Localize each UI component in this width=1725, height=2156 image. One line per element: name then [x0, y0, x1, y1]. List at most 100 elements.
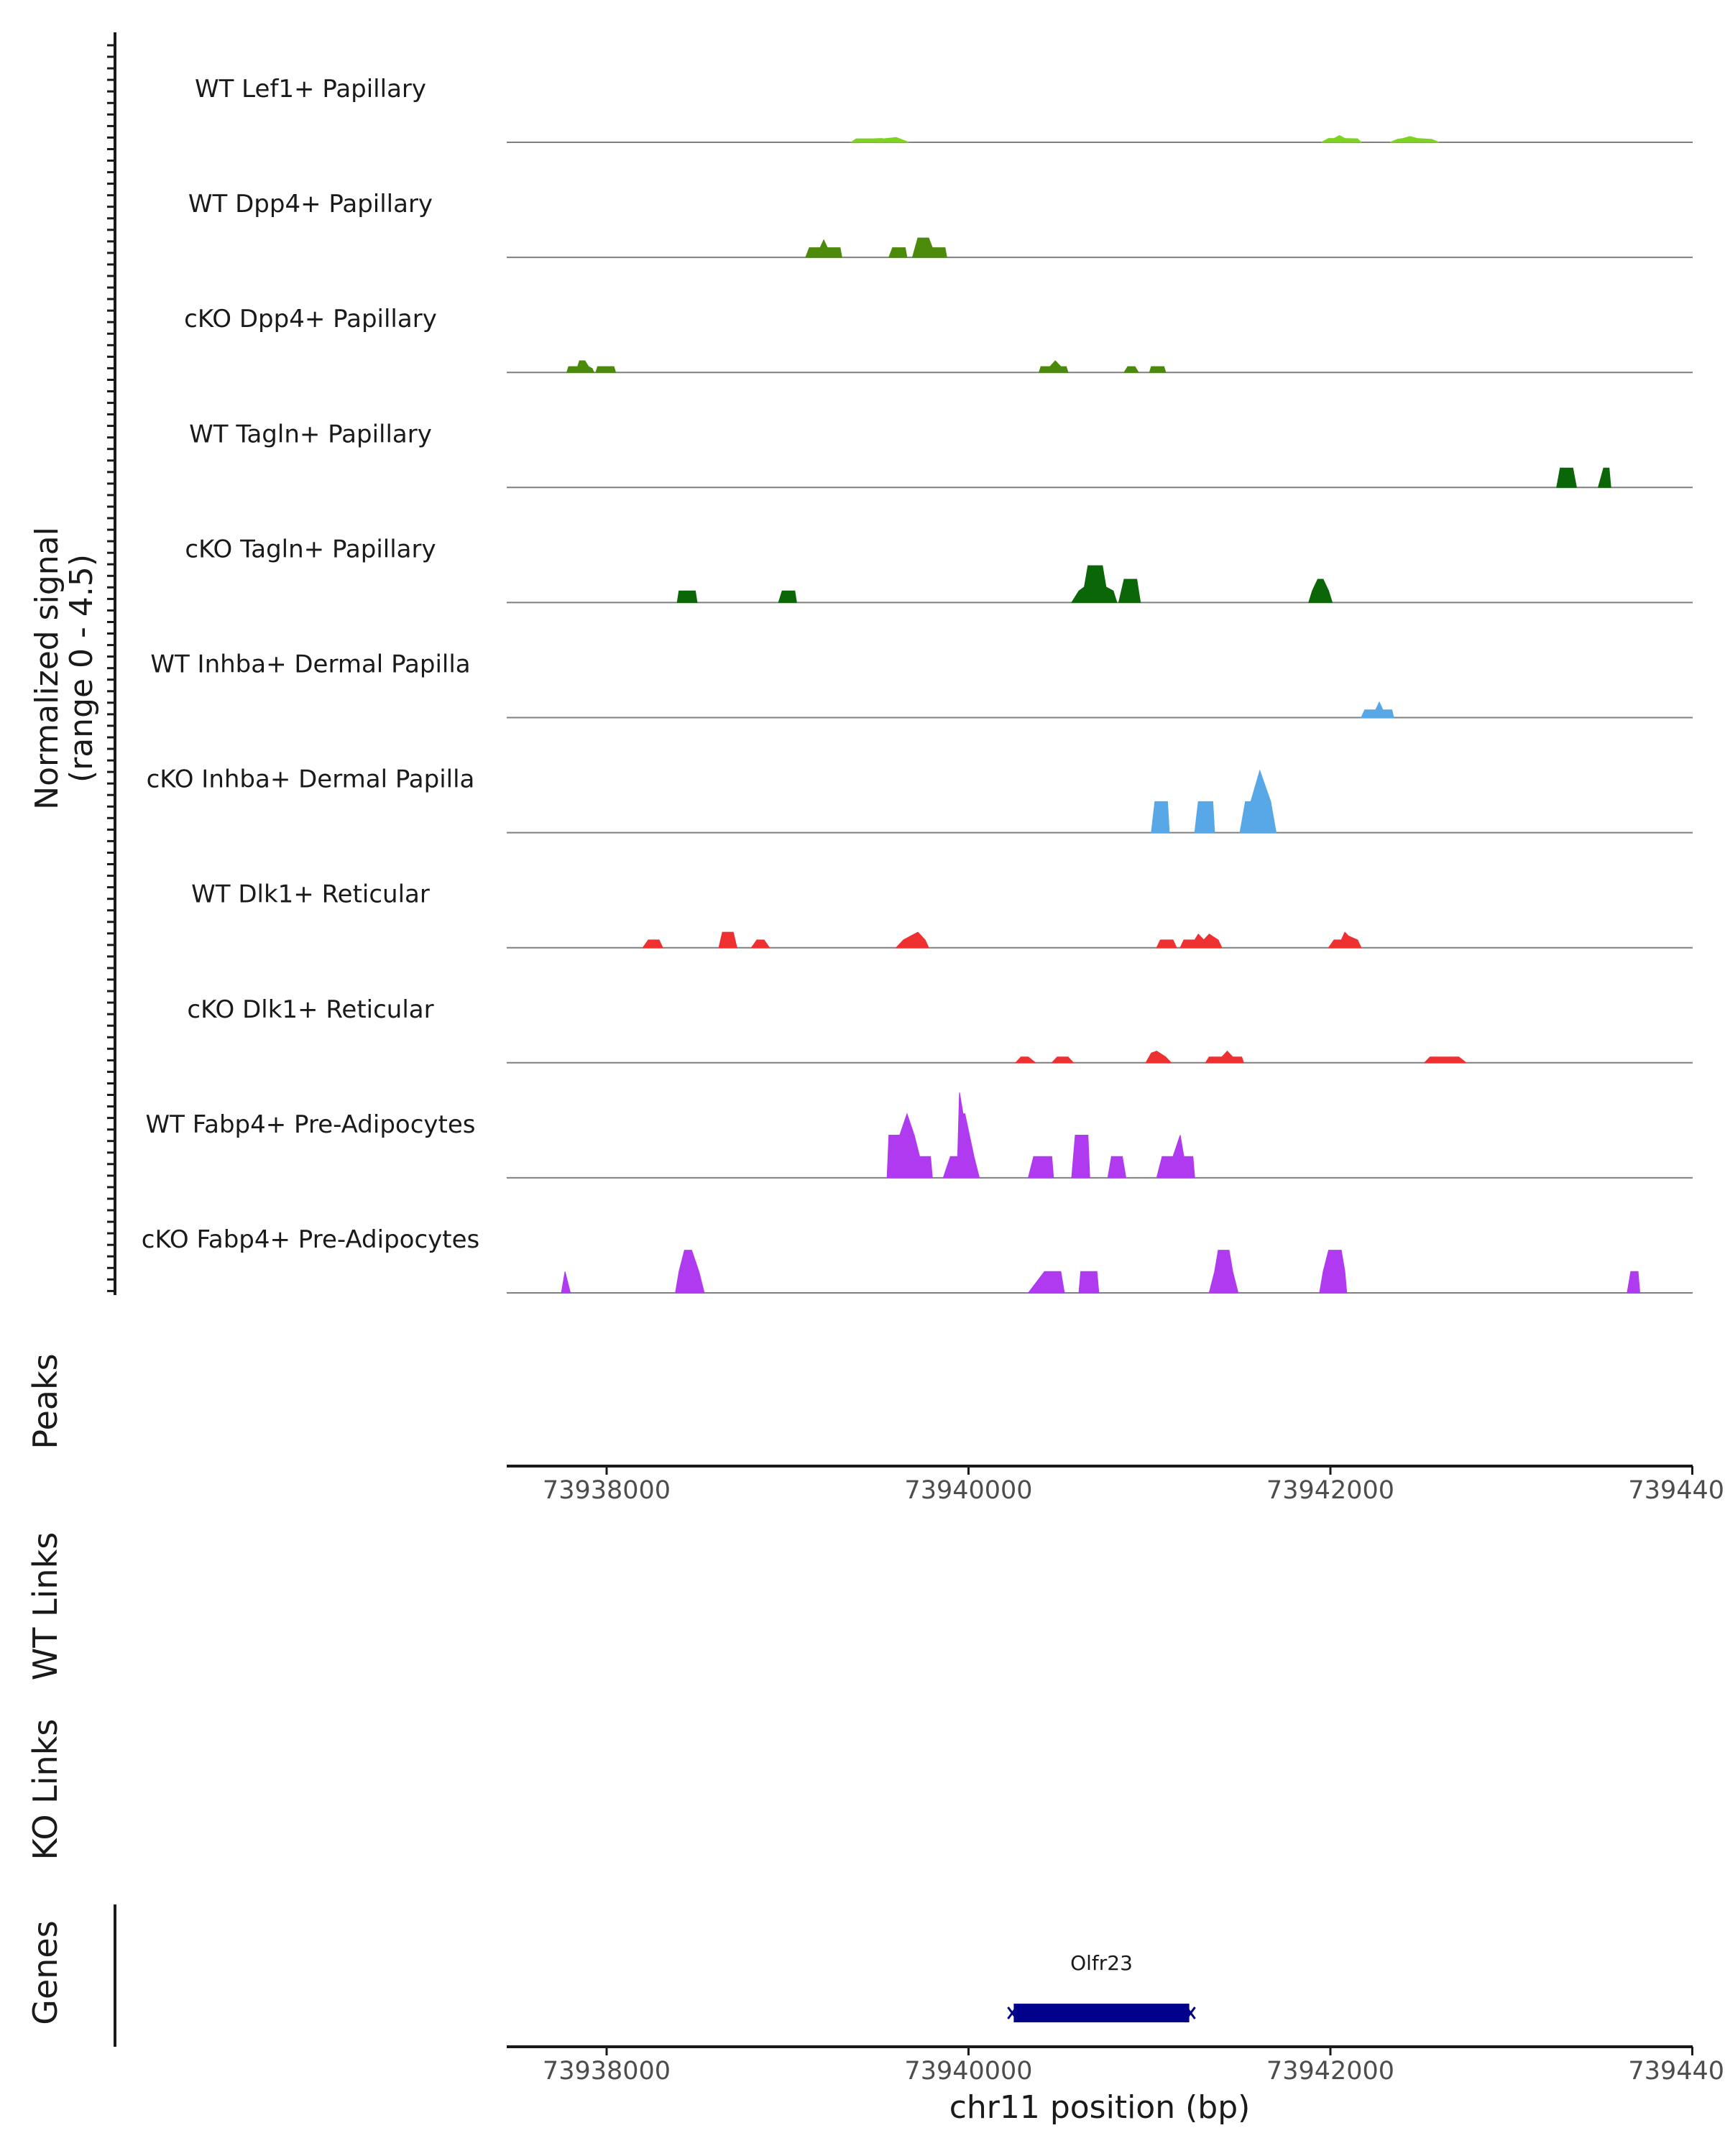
coverage-peak — [1627, 1271, 1641, 1294]
x-axis-tick-label: 73944000 — [1628, 2057, 1725, 2086]
coverage-peak — [1118, 579, 1141, 603]
track-label: cKO Fabp4+ Pre-Adipocytes — [142, 1225, 480, 1254]
x-axis-tick-label: 73942000 — [1266, 1476, 1394, 1505]
track-label: cKO Dlk1+ Reticular — [187, 995, 433, 1024]
peaks-x-axis-ticks: 73938000 73940000 73942000 73944000 — [543, 1466, 1725, 1505]
signal-y-axis-title: Normalized signal — [29, 527, 65, 810]
gene-end-marker — [1185, 2007, 1196, 2019]
coverage-track: WT Lef1+ Papillary — [195, 75, 1693, 143]
coverage-track: WT Dpp4+ Papillary — [188, 190, 1693, 259]
coverage-peak — [1328, 931, 1362, 949]
coverage-peak — [1014, 1056, 1037, 1064]
coverage-peak — [1239, 769, 1277, 834]
x-axis-tick-label: 73938000 — [543, 1476, 671, 1505]
coverage-peak — [1205, 1050, 1244, 1064]
coverage-track: WT Tagln+ Papillary — [189, 420, 1693, 489]
coverage-peak — [1597, 467, 1611, 488]
wt-links-panel-title: WT Links — [26, 1532, 65, 1680]
coverage-track: WT Inhba+ Dermal Papilla — [150, 650, 1693, 719]
coverage-peak — [1423, 1056, 1468, 1064]
signal-y-axis-range: (range 0 - 4.5) — [63, 554, 100, 783]
genes-x-axis-ticks: 73938000 73940000 73942000 73944000 — [543, 2047, 1725, 2086]
track-label: WT Lef1+ Papillary — [195, 75, 426, 103]
coverage-peak — [1151, 801, 1170, 834]
wt-links-panel: WT Links — [26, 1532, 65, 1680]
track-label: cKO Dpp4+ Papillary — [184, 305, 437, 333]
track-label: WT Inhba+ Dermal Papilla — [150, 650, 470, 679]
coverage-peak — [1071, 1135, 1090, 1179]
coverage-peak — [1156, 1135, 1195, 1179]
signal-y-axis: Normalized signal (range 0 - 4.5) — [29, 32, 116, 1295]
track-label: WT Tagln+ Papillary — [189, 420, 432, 448]
coverage-tracks: WT Lef1+ Papillary WT Dpp4+ Papillary cKO … — [142, 75, 1693, 1294]
coverage-peak — [1051, 1056, 1075, 1064]
x-axis-tick-label: 73940000 — [904, 2057, 1032, 2086]
peaks-panel: Peaks 73938000 73940000 73942000 73944000 — [26, 1353, 1725, 1505]
gene: Olfr23 — [1007, 1951, 1196, 2022]
genes-panel: Genes Olfr23 73938000 73940000 73942000 739… — [26, 1904, 1725, 2126]
coverage-peak — [778, 590, 797, 603]
track-label: WT Dpp4+ Papillary — [188, 190, 433, 218]
coverage-peak — [895, 931, 929, 949]
gene-start-marker — [1007, 2007, 1018, 2019]
coverage-peak — [1319, 1250, 1348, 1294]
coverage-track: cKO Inhba+ Dermal Papilla — [147, 765, 1693, 834]
track-label: WT Fabp4+ Pre-Adipocytes — [146, 1110, 476, 1139]
coverage-peak — [561, 1271, 571, 1294]
gene-label: Olfr23 — [1070, 1951, 1133, 1975]
x-axis-title: chr11 position (bp) — [949, 2089, 1251, 2126]
coverage-peak — [1194, 801, 1215, 834]
ko-links-panel: KO Links — [26, 1719, 65, 1861]
coverage-peak — [1078, 1271, 1100, 1294]
coverage-peak — [1321, 135, 1363, 143]
coverage-peak — [1071, 565, 1118, 603]
coverage-peak — [1156, 939, 1177, 949]
signal-y-axis-ticks — [107, 44, 115, 1292]
coverage-peak — [911, 237, 947, 258]
coverage-peak — [1107, 1156, 1127, 1179]
x-axis-tick-label: 73944000 — [1628, 1476, 1725, 1505]
track-label: WT Dlk1+ Reticular — [191, 880, 430, 909]
coverage-peak — [1145, 1051, 1172, 1064]
coverage-peak — [595, 366, 617, 373]
x-axis-tick-label: 73940000 — [904, 1476, 1032, 1505]
gene-body — [1013, 2004, 1190, 2022]
x-axis-tick-label: 73942000 — [1266, 2057, 1394, 2086]
coverage-peak — [1149, 366, 1167, 373]
coverage-peak — [1208, 1250, 1239, 1294]
coverage-peak — [1389, 136, 1440, 143]
coverage-peak — [886, 1112, 933, 1179]
coverage-track: cKO Dpp4+ Papillary — [184, 305, 1693, 374]
coverage-peak — [942, 1092, 980, 1179]
coverage-peak — [888, 247, 908, 258]
coverage-track: cKO Dlk1+ Reticular — [187, 995, 1693, 1064]
coverage-peak — [566, 360, 595, 373]
coverage-peak — [675, 1250, 705, 1294]
coverage-peak — [1361, 701, 1394, 718]
coverage-track: WT Dlk1+ Reticular — [191, 880, 1693, 949]
coverage-peak — [1123, 366, 1139, 373]
coverage-peak — [850, 137, 909, 143]
coverage-track: cKO Tagln+ Papillary — [185, 535, 1693, 604]
coverage-peak — [642, 939, 663, 949]
x-axis-tick-label: 73938000 — [543, 2057, 671, 2086]
peaks-panel-title: Peaks — [26, 1353, 65, 1449]
coverage-peak — [1027, 1271, 1065, 1294]
coverage-peak — [1039, 360, 1069, 373]
coverage-track: cKO Fabp4+ Pre-Adipocytes — [142, 1225, 1693, 1294]
coverage-peak — [805, 239, 842, 258]
coverage-peak — [1556, 467, 1578, 488]
genes-panel-title: Genes — [26, 1920, 65, 2024]
coverage-peak — [750, 939, 770, 949]
gene-annotations: Olfr23 — [1007, 1951, 1196, 2022]
coverage-peak — [1179, 933, 1223, 949]
coverage-peak — [1027, 1156, 1054, 1179]
coverage-track: WT Fabp4+ Pre-Adipocytes — [146, 1092, 1693, 1179]
track-label: cKO Tagln+ Papillary — [185, 535, 436, 563]
track-label: cKO Inhba+ Dermal Papilla — [147, 765, 475, 794]
ko-links-panel-title: KO Links — [26, 1719, 65, 1861]
coverage-peak — [718, 931, 737, 949]
coverage-peak — [1308, 579, 1333, 603]
coverage-peak — [676, 590, 698, 603]
